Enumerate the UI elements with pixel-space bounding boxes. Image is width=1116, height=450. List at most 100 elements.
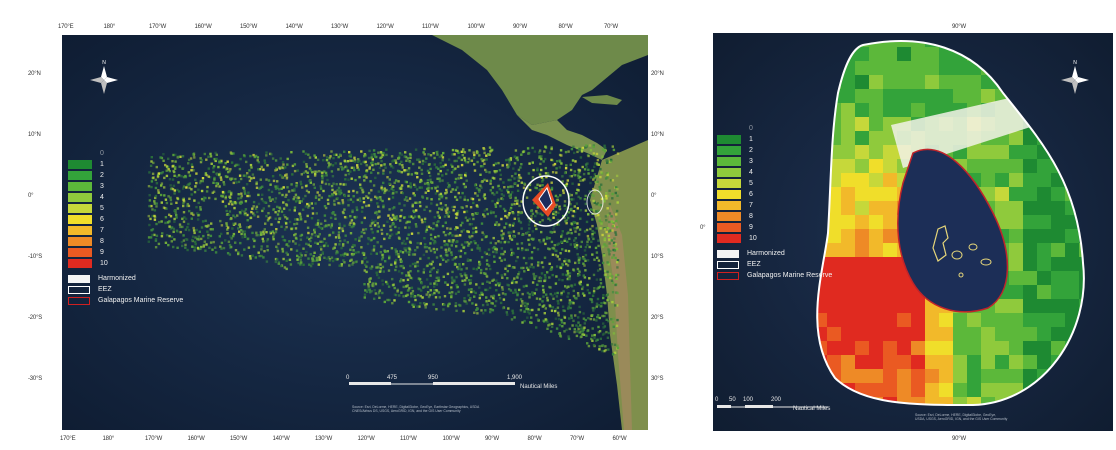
legend-label: 1 <box>100 161 104 168</box>
right-left-lat-tick: 0° <box>700 225 706 231</box>
legend-label: EEZ <box>98 286 112 293</box>
scale-label-0: 0 <box>346 375 350 381</box>
scale-label-3: 200 <box>771 397 782 403</box>
legend-swatch <box>717 157 741 166</box>
legend-label: 4 <box>749 169 753 176</box>
legend-class-0: 0 <box>717 123 832 134</box>
bottom-lon-tick-4: 150°W <box>230 436 248 442</box>
legend-eez: EEZ <box>717 259 832 270</box>
top-lon-tick-3: 160°W <box>194 24 212 30</box>
legend-label: 5 <box>100 205 104 212</box>
top-lon-tick-5: 140°W <box>285 24 303 30</box>
legend-label: 3 <box>100 183 104 190</box>
legend-eez: EEZ <box>68 284 183 295</box>
legend-label: 9 <box>749 224 753 231</box>
legend-swatch <box>717 223 741 232</box>
legend-swatch <box>717 260 739 269</box>
legend-label: EEZ <box>747 261 761 268</box>
legend-class-9: 9 <box>717 222 832 233</box>
legend-label: 8 <box>100 238 104 245</box>
bottom-lon-tick-6: 130°W <box>315 436 333 442</box>
right-credit-line-2: USDA, USGS, AeroGRID, IGN, and the GIS U… <box>915 417 1008 421</box>
caribbean-islands <box>582 95 622 105</box>
legend-class-5: 5 <box>717 178 832 189</box>
legend-label: 4 <box>100 194 104 201</box>
legend-label: 10 <box>100 260 108 267</box>
legend-class-3: 3 <box>68 181 183 192</box>
legend-swatch <box>717 190 741 199</box>
bottom-lon-tick-13: 60°W <box>612 436 627 442</box>
galapagos-eez-outline <box>522 175 570 227</box>
legend-gmr: Galapagos Marine Reserve <box>717 270 832 281</box>
svg-text:N: N <box>1073 60 1077 66</box>
top-lon-tick-4: 150°W <box>240 24 258 30</box>
galapagos-marine-reserve-outline <box>538 186 553 211</box>
bottom-lon-tick-1: 180° <box>102 436 115 442</box>
legend-class-2: 2 <box>68 170 183 181</box>
fishing-effort-layer <box>147 144 620 356</box>
bottom-lon-tick-12: 70°W <box>570 436 584 442</box>
bottom-lon-tick-10: 90°W <box>485 436 499 442</box>
legend-swatch <box>717 234 741 243</box>
right-legend: 0 1 2 3 4 5 6 7 8 9 10 Harmonized EEZ Galapagos Marin… <box>717 123 832 281</box>
legend-swatch <box>68 285 90 294</box>
andes-mountains <box>607 205 632 430</box>
legend-swatch <box>68 237 92 246</box>
top-lon-tick-9: 100°W <box>467 24 485 30</box>
legend-swatch <box>717 249 739 258</box>
legend-class-8: 8 <box>68 236 183 247</box>
right-scale-bar <box>717 405 828 408</box>
right-bottom-lon-tick: 90°W <box>952 436 966 442</box>
eastern-pacific-map: N 0 1 2 3 4 5 6 7 8 9 10 Harmonized EEZ Galapagos Mar… <box>62 35 648 430</box>
top-lon-tick-6: 130°W <box>331 24 349 30</box>
legend-swatch <box>717 271 739 280</box>
legend-swatch <box>717 212 741 221</box>
scale-label-2: 100 <box>743 397 754 403</box>
top-lon-tick-12: 70°W <box>604 24 618 30</box>
left-legend: 0 1 2 3 4 5 6 7 8 9 10 Harmonized EEZ Galapagos Marin… <box>68 148 183 306</box>
legend-class-5: 5 <box>68 203 183 214</box>
top-lon-tick-10: 90°W <box>513 24 527 30</box>
legend-swatch <box>68 149 92 158</box>
legend-label: Galapagos Marine Reserve <box>747 272 833 279</box>
legend-class-7: 7 <box>717 200 832 211</box>
left-lat-tick-5: -30°S <box>28 376 43 382</box>
left-lat-tick-1: 10°N <box>28 132 41 138</box>
right-credit: Source: Esri, DeLorme, HERE, DigitalGlob… <box>915 413 1110 421</box>
legend-label: 9 <box>100 249 104 256</box>
legend-label: 3 <box>749 158 753 165</box>
scale-label-0: 0 <box>715 397 719 403</box>
coastal-eez-outline <box>586 189 604 215</box>
legend-class-8: 8 <box>717 211 832 222</box>
right-lat-tick-1: 10°N <box>651 132 664 138</box>
legend-swatch <box>717 168 741 177</box>
legend-label: 10 <box>749 235 757 242</box>
top-lon-tick-7: 120°W <box>376 24 394 30</box>
legend-swatch <box>68 296 90 305</box>
legend-class-9: 9 <box>68 247 183 258</box>
scale-unit: Nautical Miles <box>520 384 558 390</box>
bottom-lon-tick-7: 120°W <box>357 436 375 442</box>
bottom-lon-tick-2: 170°W <box>145 436 163 442</box>
bottom-lon-tick-9: 100°W <box>442 436 460 442</box>
top-lon-tick-11: 80°W <box>558 24 573 30</box>
north-america-landmass <box>432 35 648 125</box>
legend-class-6: 6 <box>68 214 183 225</box>
legend-gmr: Galapagos Marine Reserve <box>68 295 183 306</box>
legend-label: 0 <box>749 125 753 132</box>
legend-class-1: 1 <box>717 134 832 145</box>
legend-label: 7 <box>749 202 753 209</box>
bottom-lon-tick-11: 80°W <box>527 436 542 442</box>
legend-label: Harmonized <box>747 250 785 257</box>
legend-label: 1 <box>749 136 753 143</box>
legend-harmonized: Harmonized <box>68 273 183 284</box>
central-america-landmass <box>517 115 607 160</box>
legend-swatch <box>68 160 92 169</box>
bottom-lon-tick-5: 140°W <box>272 436 290 442</box>
legend-class-4: 4 <box>68 192 183 203</box>
legend-label: 6 <box>100 216 104 223</box>
scale-label-1: 475 <box>387 375 398 381</box>
galapagos-eez-outline <box>816 40 1085 407</box>
legend-class-7: 7 <box>68 225 183 236</box>
galapagos-eez-map: N 0 1 2 3 4 5 6 7 8 9 10 Harmonized EEZ Galapagos Mar… <box>713 33 1113 431</box>
